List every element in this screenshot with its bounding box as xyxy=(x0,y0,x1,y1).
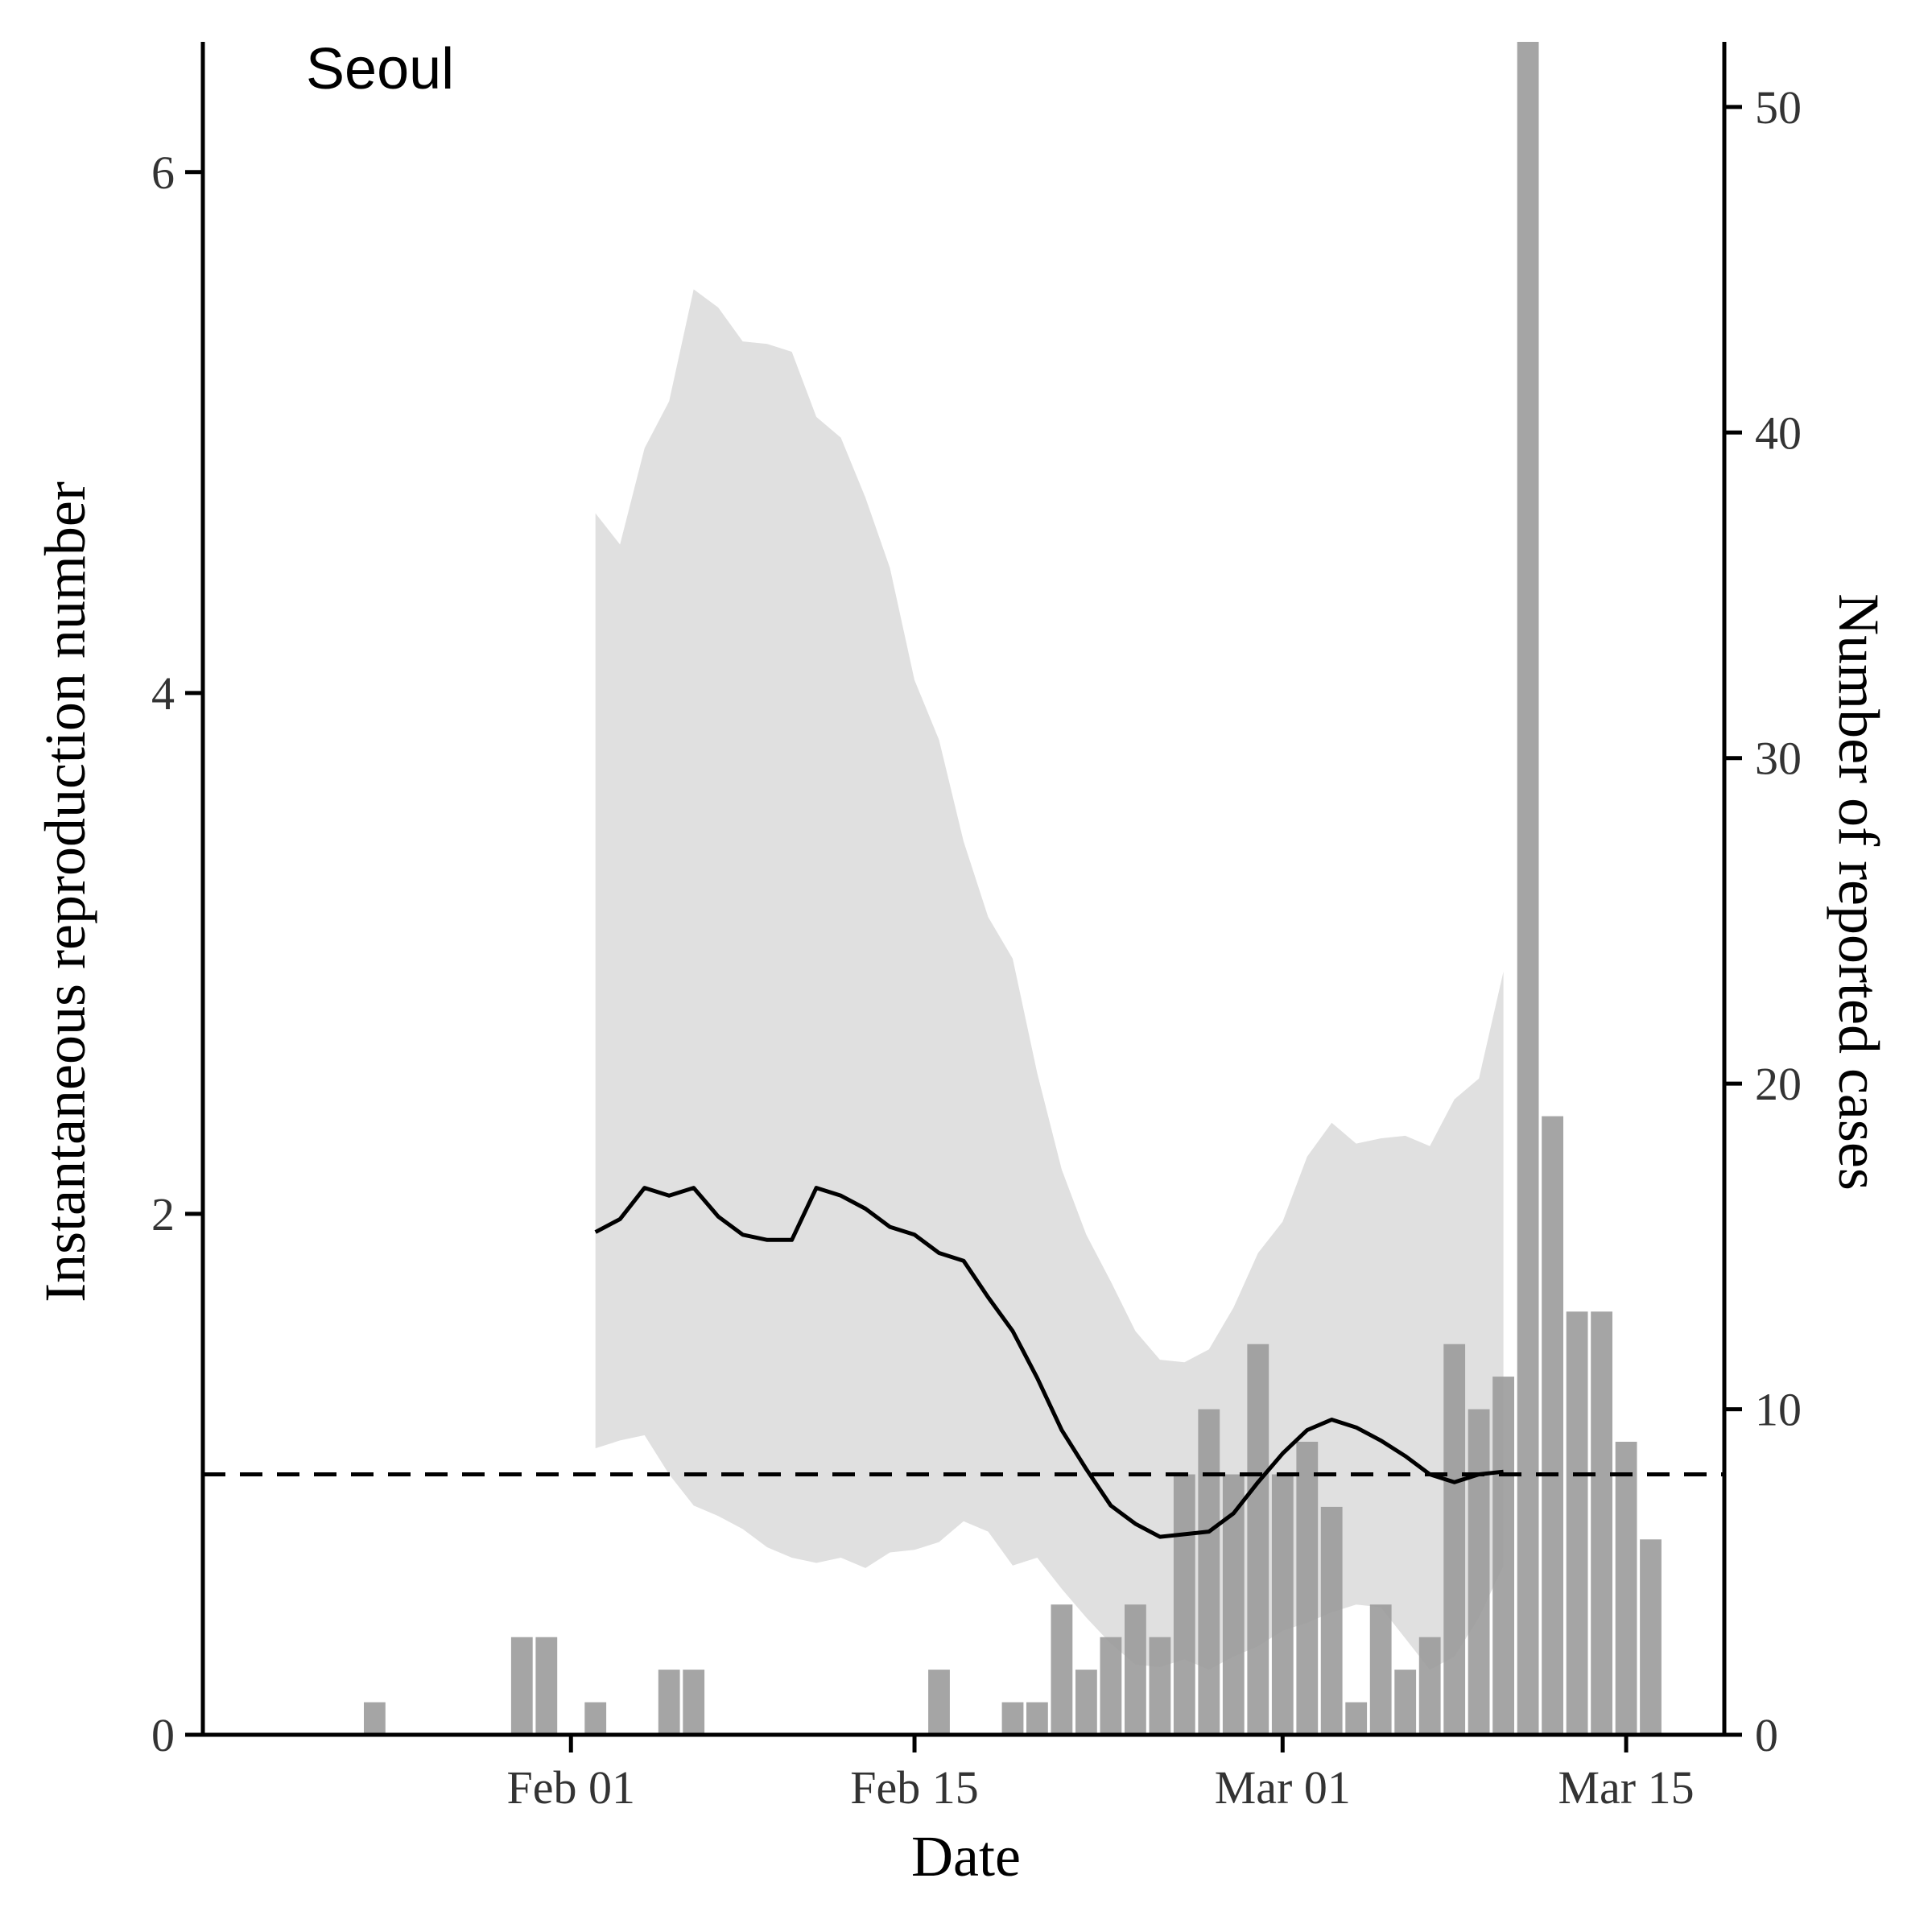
y-axis-title: Instantaneous reproduction number xyxy=(33,481,97,1302)
y2-tick-label: 10 xyxy=(1755,1384,1802,1436)
case-bar xyxy=(1418,1637,1441,1735)
case-bar xyxy=(584,1702,607,1735)
case-bar xyxy=(1271,1474,1294,1735)
y2-tick-label: 50 xyxy=(1755,81,1802,134)
confidence-band xyxy=(595,289,1504,1670)
y2-tick-label: 0 xyxy=(1755,1709,1778,1761)
case-bar xyxy=(1591,1311,1612,1736)
y-tick-label: 6 xyxy=(151,147,175,199)
bars-layer xyxy=(364,42,1662,1736)
y2-tick-label: 20 xyxy=(1755,1058,1802,1110)
case-bar xyxy=(510,1637,533,1735)
case-bar xyxy=(1026,1702,1048,1735)
case-bar xyxy=(535,1637,558,1735)
case-bar xyxy=(1443,1344,1466,1735)
case-bar xyxy=(1247,1344,1269,1735)
case-bar xyxy=(1125,1604,1146,1735)
panel-title: Seoul xyxy=(306,37,454,101)
line-layer xyxy=(594,1186,1504,1539)
case-bar xyxy=(1615,1442,1637,1735)
y2-tick-label: 40 xyxy=(1755,407,1802,459)
case-bar xyxy=(1394,1670,1417,1735)
case-bar xyxy=(364,1702,386,1735)
case-bar xyxy=(1468,1409,1490,1735)
y2-axis-title: Number of reported cases xyxy=(1827,593,1891,1191)
case-bar xyxy=(1100,1637,1122,1735)
case-bar xyxy=(928,1670,950,1735)
case-bar xyxy=(1001,1702,1024,1735)
case-bar xyxy=(683,1670,705,1735)
axes-layer: 0 2 4 6 0 10 20 30 40 50 Feb 01 Feb 15 Mar 01 Mar 15 xyxy=(151,42,1802,1814)
x-tick-label: Mar 01 xyxy=(1215,1761,1351,1814)
case-bar xyxy=(1640,1539,1662,1735)
case-bar xyxy=(1542,1116,1563,1735)
case-bar xyxy=(1345,1702,1368,1735)
case-bar xyxy=(1492,1377,1514,1735)
case-bar xyxy=(1320,1506,1343,1735)
text-layer: Seoul Date Instantaneous reproduction nu… xyxy=(33,37,1891,1889)
y-tick-label: 2 xyxy=(151,1188,175,1241)
case-bar xyxy=(1566,1311,1588,1736)
case-bar xyxy=(1198,1409,1220,1735)
x-axis-title: Date xyxy=(911,1824,1021,1889)
case-bar xyxy=(1149,1637,1171,1735)
case-bar xyxy=(1075,1670,1097,1735)
case-bar xyxy=(1369,1604,1392,1735)
case-bar xyxy=(658,1670,680,1735)
ribbon-layer xyxy=(595,289,1504,1670)
x-tick-label: Feb 15 xyxy=(850,1761,979,1814)
case-bar xyxy=(1517,42,1539,1735)
x-tick-label: Mar 15 xyxy=(1558,1761,1694,1814)
rt-line xyxy=(594,1186,1504,1539)
x-tick-label: Feb 01 xyxy=(507,1761,636,1814)
case-bar xyxy=(1296,1442,1319,1735)
case-bar xyxy=(1173,1474,1195,1735)
y-tick-label: 4 xyxy=(151,667,175,720)
y2-tick-label: 30 xyxy=(1755,733,1802,785)
case-bar xyxy=(1051,1604,1073,1735)
y-tick-label: 0 xyxy=(151,1709,175,1761)
